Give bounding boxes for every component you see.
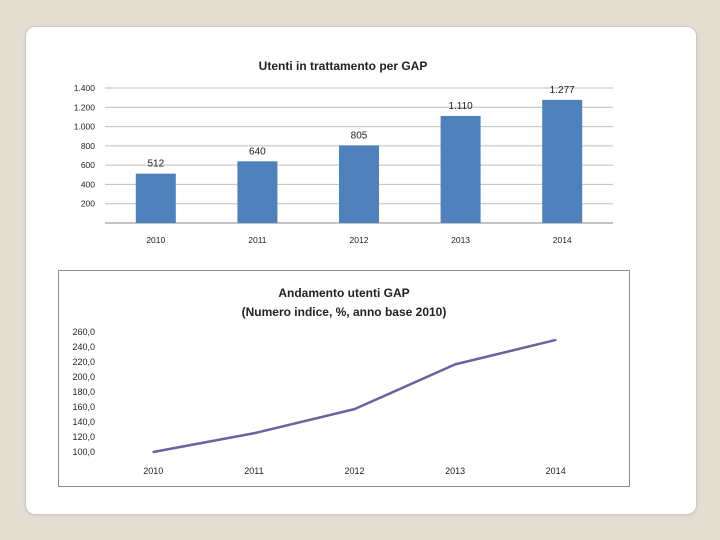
line-point: [454, 363, 457, 366]
line-xtick-label: 2014: [546, 466, 566, 476]
line-chart-frame: [58, 270, 630, 487]
line-chart-title-line2: (Numero indice, %, anno base 2010): [242, 305, 447, 319]
line-ytick-label: 200,0: [72, 372, 95, 382]
bar-ytick-label: 800: [81, 141, 95, 151]
bar-value-label: 512: [147, 159, 164, 170]
line-xtick-label: 2010: [143, 466, 163, 476]
line-point: [554, 338, 557, 341]
line-ytick-label: 120,0: [72, 432, 95, 442]
line-xtick-label: 2011: [244, 466, 263, 476]
bar-chart-utenti: Utenti in trattamento per GAP 200 400 600 8…: [58, 50, 628, 255]
line-chart-andamento: Andamento utenti GAP (Numero indice, %, …: [58, 270, 630, 488]
bar-chart-title: Utenti in trattamento per GAP: [259, 59, 428, 73]
line-chart-title-line1: Andamento utenti GAP: [278, 286, 409, 300]
line-ytick-label: 140,0: [72, 417, 95, 427]
bar-ytick-label: 1.400: [74, 83, 96, 93]
bar-value-label: 640: [249, 146, 266, 157]
line-xtick-label: 2013: [445, 466, 465, 476]
bar: [542, 99, 583, 223]
bar-ytick-label: 1.200: [74, 102, 96, 112]
line-point: [152, 451, 155, 453]
bar-ytick-label: 600: [81, 160, 95, 170]
bar-xtick-label: 2010: [146, 235, 165, 245]
bar-ytick-label: 1.000: [74, 122, 96, 132]
bar-xtick-label: 2011: [248, 235, 267, 245]
line-chart-svg: Andamento utenti GAP (Numero indice, %, …: [58, 270, 630, 487]
line-ytick-label: 180,0: [72, 387, 95, 397]
line-point: [252, 432, 255, 435]
line-ytick-label: 220,0: [72, 357, 95, 367]
line-ytick-label: 100,0: [72, 447, 95, 457]
bar-value-label: 1.277: [550, 85, 575, 96]
bar-value-label: 1.110: [448, 101, 473, 112]
line-ytick-label: 260,0: [72, 327, 95, 337]
bar: [135, 173, 176, 223]
bar: [440, 115, 481, 223]
bar-xtick-label: 2012: [350, 235, 369, 245]
bar-ytick-label: 400: [81, 179, 95, 189]
bar-xtick-label: 2013: [451, 235, 470, 245]
line-xtick-label: 2012: [344, 466, 364, 476]
bar-chart-svg: Utenti in trattamento per GAP 200 400 600 8…: [74, 59, 613, 245]
bar-xtick-label: 2014: [553, 235, 572, 245]
bar-ytick-label: 200: [81, 199, 95, 209]
bar-value-label: 805: [351, 130, 368, 141]
bar: [237, 161, 278, 223]
line-point: [353, 408, 356, 411]
bar: [339, 145, 379, 223]
line-ytick-label: 240,0: [72, 342, 95, 352]
line-ytick-label: 160,0: [72, 402, 95, 412]
